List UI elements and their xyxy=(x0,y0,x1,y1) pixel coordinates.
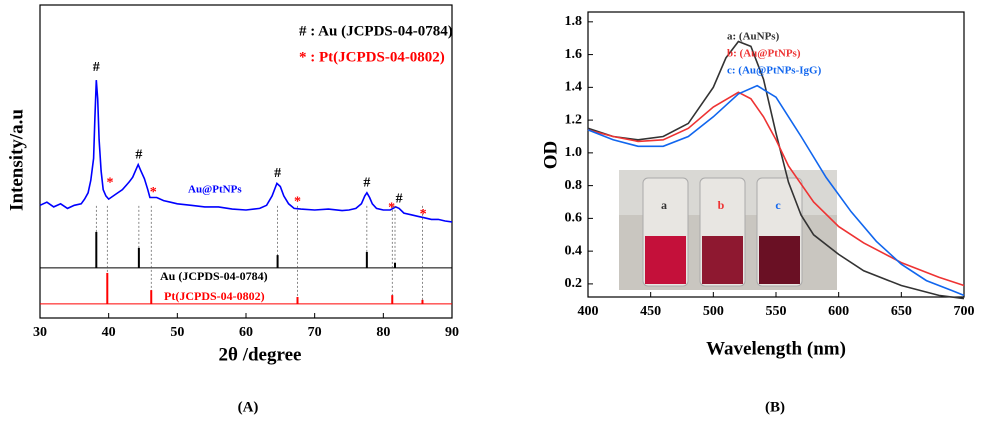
peak-marker: * xyxy=(150,185,157,200)
y-axis-label: OD xyxy=(540,141,561,170)
peak-marker: # xyxy=(396,191,403,206)
x-tick-label: 50 xyxy=(170,325,184,340)
x-tick-label: 80 xyxy=(376,325,390,340)
y-tick-label: 0.2 xyxy=(565,276,583,291)
y-tick-label: 1.6 xyxy=(565,47,583,62)
y-tick-label: 0.6 xyxy=(565,211,583,226)
inset-photo xyxy=(619,170,837,290)
data-line xyxy=(587,40,965,300)
x-tick-label: 700 xyxy=(954,304,975,319)
x-tick-label: 550 xyxy=(766,304,787,319)
y-tick-label: 1.2 xyxy=(565,112,583,127)
x-tick-label: 650 xyxy=(891,304,912,319)
y-tick-label: 1.0 xyxy=(565,145,583,160)
legend-entry: b: (Au@PtNPs) xyxy=(727,48,801,60)
x-tick-label: 400 xyxy=(578,304,599,319)
y-tick-label: 1.4 xyxy=(565,80,583,95)
peak-marker: * xyxy=(294,194,301,209)
series-label: Au@PtNPs xyxy=(188,184,242,196)
peak-marker: # xyxy=(363,176,370,191)
x-tick-label: 450 xyxy=(640,304,661,319)
peak-marker: # xyxy=(93,60,100,75)
legend-text: * : Pt(JCPDS-04-0802) xyxy=(299,49,445,65)
series-label: Au (JCPDS-04-0784) xyxy=(160,269,268,283)
x-tick-label: 40 xyxy=(102,325,116,340)
peak-marker: * xyxy=(388,201,395,216)
x-tick-label: 90 xyxy=(445,325,459,340)
legend-text: # : Au (JCPDS-04-0784) xyxy=(299,23,453,39)
legend-entry: c: (Au@PtNPs-IgG) xyxy=(727,65,822,77)
legend-entry: a: (AuNPs) xyxy=(727,31,780,43)
x-axis-label: 2θ /degree xyxy=(219,344,302,365)
peak-marker: # xyxy=(274,166,281,181)
data-line xyxy=(587,84,965,297)
y-tick-label: 1.8 xyxy=(565,14,583,29)
panel-label: (B) xyxy=(765,399,785,415)
inset-label: a xyxy=(661,198,667,212)
x-tick-label: 70 xyxy=(308,325,322,340)
x-tick-label: 500 xyxy=(703,304,724,319)
inset-label: b xyxy=(718,198,725,212)
peak-marker: * xyxy=(420,207,427,222)
series-label: Pt(JCPDS-04-0802) xyxy=(164,289,265,303)
y-tick-label: 0.4 xyxy=(565,243,583,258)
data-line xyxy=(39,80,453,223)
x-tick-label: 600 xyxy=(828,304,849,319)
x-axis-label: Wavelength (nm) xyxy=(706,338,846,359)
x-tick-label: 60 xyxy=(239,325,253,340)
peak-marker: # xyxy=(135,147,142,162)
data-line xyxy=(587,91,965,287)
inset-label: c xyxy=(775,198,781,212)
panel-label: (A) xyxy=(238,399,259,415)
y-tick-label: 0.8 xyxy=(565,178,583,193)
x-tick-label: 30 xyxy=(33,325,47,340)
peak-marker: * xyxy=(107,176,114,191)
y-axis-label: Intensity/a.u xyxy=(6,109,27,211)
